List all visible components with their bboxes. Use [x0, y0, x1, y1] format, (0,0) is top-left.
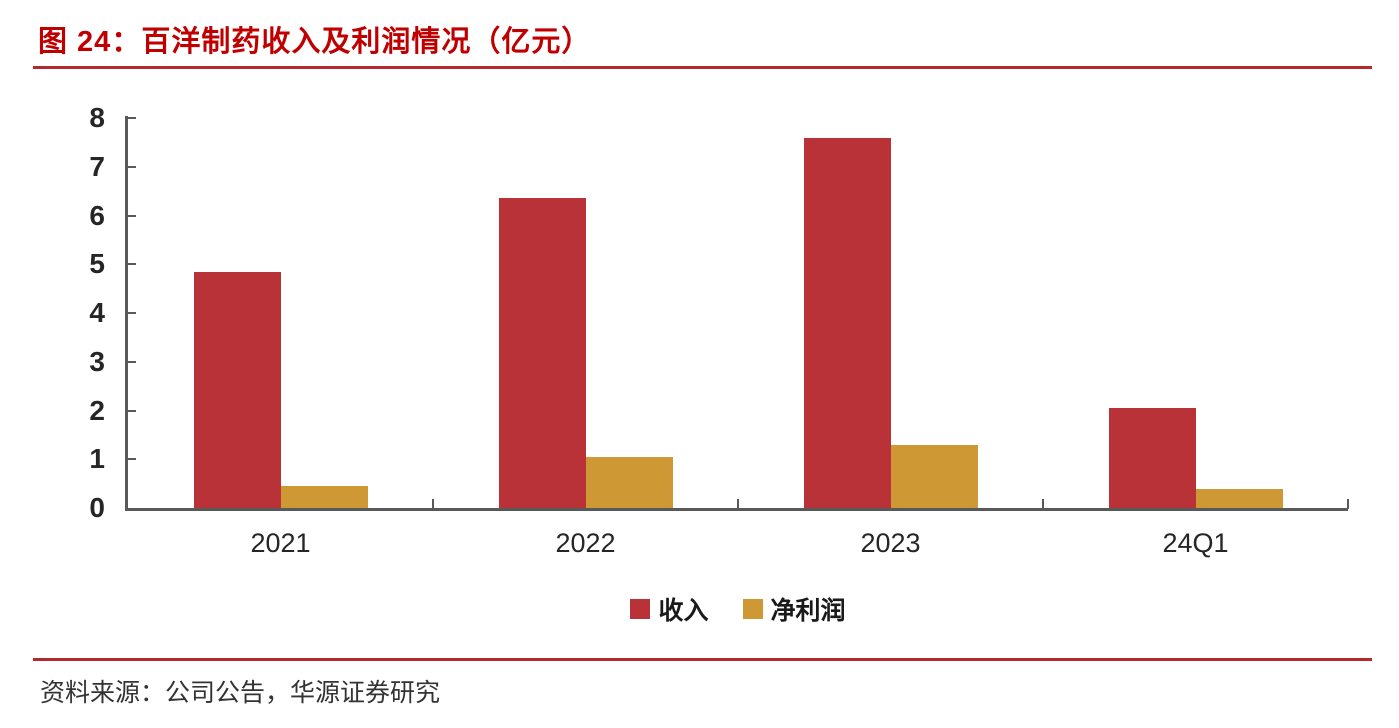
y-axis-tick-label: 3 — [89, 345, 105, 377]
source-divider-line — [33, 658, 1372, 661]
y-axis-tick — [128, 165, 136, 168]
bar-net-profit-2023 — [890, 444, 978, 508]
y-axis-line — [125, 116, 128, 511]
revenue-swatch-icon — [630, 599, 651, 619]
y-axis-tick-label: 2 — [89, 394, 105, 426]
x-axis-category-label: 2021 — [250, 528, 311, 558]
x-axis-tick — [1347, 499, 1349, 509]
y-axis-tick-label: 6 — [89, 199, 105, 231]
y-axis-tick — [128, 409, 136, 412]
x-axis-category-label: 2022 — [555, 528, 616, 558]
bar-chart: 0 1 2 3 4 5 6 7 8 2021 2022 2023 24Q1 — [89, 102, 1349, 558]
x-axis-tick — [1042, 499, 1044, 509]
y-axis-tick-label: 8 — [89, 102, 105, 133]
legend-item-revenue: 收入 — [630, 591, 709, 627]
x-axis-tick — [432, 499, 434, 509]
y-axis-tick — [128, 458, 136, 461]
y-axis-tick — [128, 360, 136, 363]
bar-net-profit-2021 — [280, 486, 368, 508]
y-axis-tick-label: 1 — [89, 443, 105, 475]
legend-label: 净利润 — [770, 596, 846, 625]
y-axis-tick-label: 0 — [89, 492, 105, 523]
net-profit-swatch-icon — [742, 599, 763, 619]
x-axis-category-label: 24Q1 — [1162, 528, 1229, 558]
source-text: 资料来源：公司公告，华源证券研究 — [40, 678, 441, 707]
y-axis-tick — [128, 214, 136, 217]
title-divider-line — [33, 66, 1372, 69]
bar-revenue-2023 — [803, 137, 891, 508]
bar-revenue-24Q1 — [1108, 408, 1196, 508]
y-axis-tick-label: 4 — [89, 297, 105, 328]
y-axis-tick-label: 5 — [89, 248, 105, 280]
y-axis-tick — [128, 263, 136, 266]
y-axis-tick — [128, 117, 136, 119]
bar-net-profit-2022 — [585, 456, 673, 508]
bar-revenue-2022 — [498, 198, 586, 508]
x-axis-tick — [737, 499, 739, 509]
legend-item-net-profit: 净利润 — [742, 591, 846, 627]
legend-label: 收入 — [658, 596, 709, 625]
x-axis-line — [125, 508, 1348, 511]
x-axis-category-label: 2023 — [860, 528, 921, 558]
y-axis-tick — [128, 312, 136, 314]
bar-net-profit-24Q1 — [1195, 488, 1283, 508]
chart-legend: 收入 净利润 — [128, 591, 1348, 627]
figure-title: 图 24：百洋制药收入及利润情况（亿元） — [38, 26, 592, 58]
bar-revenue-2021 — [193, 271, 281, 508]
y-axis-tick-label: 7 — [89, 150, 105, 182]
